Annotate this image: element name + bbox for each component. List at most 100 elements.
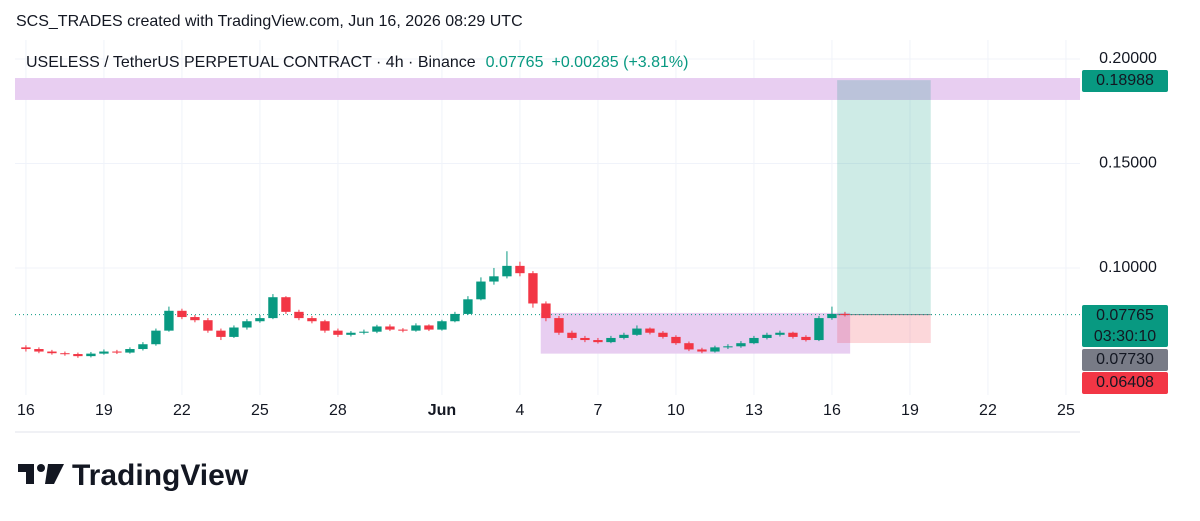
candle-body [112,351,122,353]
candle-body [801,336,811,341]
legend-change: +0.00285 (+3.81%) [551,54,688,71]
y-tick-label: 0.20000 [1099,50,1157,67]
candle-body [710,347,720,352]
candle-body [697,349,707,352]
candle-body [840,313,850,315]
legend-title: USELESS / TetherUS PERPETUAL CONTRACT · … [26,54,476,71]
candle-body [632,328,642,335]
candle-body [86,353,96,357]
x-tick-label: 22 [979,402,997,419]
candle-body [645,328,655,333]
candle-body [21,347,31,350]
stop-zone [837,314,931,344]
y-tick-label: 0.15000 [1099,155,1157,172]
candle-body [164,310,174,331]
target-badge: 0.18988 [1096,72,1154,89]
candle-body [151,330,161,345]
candle-body [723,346,733,348]
candle-body [606,337,616,343]
stop-badge: 0.06408 [1096,374,1154,391]
candle-body [463,299,473,314]
y-tick-label: 0.10000 [1099,259,1157,276]
last-price-badge: 0.07765 [1096,307,1154,324]
candle-body [333,330,343,335]
candle-body [99,351,109,354]
candle-body [320,321,330,331]
candle-body [294,311,304,319]
candle-body [398,329,408,331]
zone [15,78,1080,100]
x-tick-label: Jun [428,402,456,419]
x-tick-label: 28 [329,402,347,419]
candle-body [47,351,57,354]
candle-body [346,332,356,335]
candle-body [684,343,694,350]
candle-body [489,276,499,282]
candle-body [190,317,200,321]
candle-body [138,344,148,350]
candle-body [515,265,525,274]
candle-body [255,318,265,322]
x-tick-label: 4 [515,402,524,419]
candle-body [541,303,551,319]
x-tick-label: 16 [823,402,841,419]
last-price-badge-bg [1082,305,1168,347]
candle-body [411,325,421,331]
candle-body [216,330,226,337]
candle-body [229,327,239,337]
legend: USELESS / TetherUS PERPETUAL CONTRACT · … [26,54,688,71]
logo-icon [37,464,45,472]
candle-body [502,265,512,277]
marker-badge: 0.07730 [1096,351,1154,368]
candle-body [372,326,382,332]
x-tick-label: 16 [17,402,35,419]
candle-body [476,281,486,300]
candle-body [437,321,447,330]
stop-badge-bg [1082,372,1168,394]
candle-body [814,318,824,341]
x-tick-label: 10 [667,402,685,419]
x-tick-label: 22 [173,402,191,419]
candle-body [671,336,681,344]
candle-body [567,332,577,338]
candle-body [450,313,460,322]
candle-body [359,331,369,333]
zone [540,312,851,354]
x-tick-label: 25 [251,402,269,419]
logo: TradingView [18,459,249,492]
candle-body [593,340,603,343]
x-tick-label: 19 [901,402,919,419]
candle-body [242,321,252,328]
logo-text: TradingView [72,459,249,492]
candle-body [528,273,538,304]
x-tick-label: 19 [95,402,113,419]
candle-body [281,297,291,312]
candle-body [73,354,83,357]
candle-body [125,349,135,353]
candle-body [580,337,590,341]
target-zone [837,80,931,315]
x-tick-label: 25 [1057,402,1075,419]
candle-body [619,334,629,338]
marker-badge-bg [1082,349,1168,371]
logo-icon [18,464,34,484]
countdown: 03:30:10 [1094,328,1156,345]
candle-body [385,326,395,330]
candle-body [307,318,317,322]
candle-body [34,349,44,352]
x-tick-label: 13 [745,402,763,419]
logo-icon [45,464,64,484]
candle-body [177,310,187,318]
candle-body [827,313,837,319]
legend-price: 0.07765 [486,54,544,71]
candle-body [736,343,746,347]
target-badge-bg [1082,70,1168,92]
candle-body [788,332,798,337]
candle-body [658,332,668,337]
candle-body [203,320,213,331]
x-tick-label: 7 [593,402,602,419]
header: SCS_TRADES created with TradingView.com,… [16,13,523,30]
candle-body [775,332,785,335]
candle-body [554,318,564,333]
